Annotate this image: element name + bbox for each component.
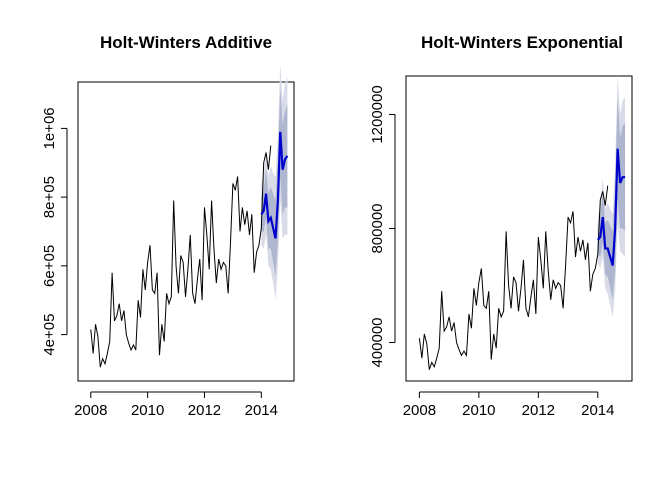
x-tick-label: 2014: [581, 402, 614, 419]
y-tick-label: 8e+05: [41, 176, 58, 218]
y-tick-label: 800000: [369, 203, 386, 253]
x-tick-label: 2008: [403, 402, 436, 419]
plot-frame: [405, 75, 633, 382]
forecast-series-line: [260, 131, 289, 239]
y-tick-label: 1200000: [369, 85, 386, 143]
chart-title: Holt-Winters Exponential: [421, 33, 623, 52]
chart-title: Holt-Winters Additive: [100, 33, 272, 52]
chart-panel-1: Holt-Winters Additive 2008 2010 2012 2014 4e+…: [41, 33, 295, 419]
x-tick-label: 2010: [462, 402, 495, 419]
forecast-series-line: [596, 148, 626, 266]
x-tick-label: 2014: [245, 402, 278, 419]
x-tick-label: 2012: [522, 402, 555, 419]
plot-frame: [77, 81, 295, 382]
y-tick-label: 400000: [369, 317, 386, 367]
chart-panel-2: Holt-Winters Exponential 2008 2010 2012 2014…: [369, 33, 633, 419]
y-tick-label: 4e+05: [41, 314, 58, 356]
x-tick-label: 2012: [188, 402, 221, 419]
history-series-line: [418, 185, 609, 370]
x-tick-label: 2008: [74, 402, 107, 419]
history-series-line: [90, 145, 272, 368]
y-tick-label: 1e+06: [41, 107, 58, 149]
x-tick-label: 2010: [131, 402, 164, 419]
y-tick-label: 6e+05: [41, 245, 58, 287]
